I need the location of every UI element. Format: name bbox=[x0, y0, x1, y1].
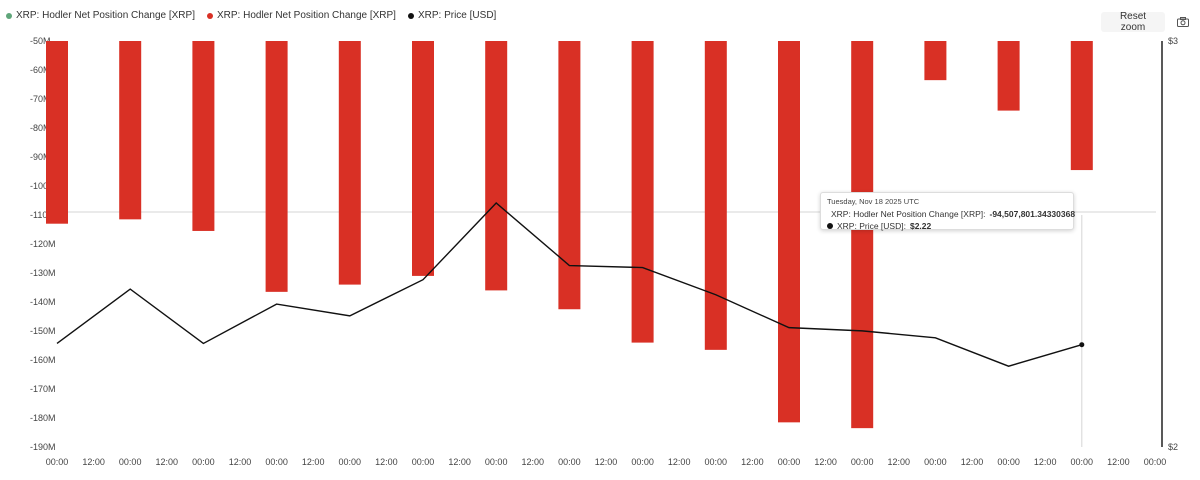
x-tick-label: 00:00 bbox=[558, 457, 581, 467]
x-tick-label: 12:00 bbox=[1107, 457, 1130, 467]
reset-zoom-button[interactable]: Reset zoom bbox=[1101, 11, 1165, 33]
bar bbox=[997, 41, 1020, 111]
bar bbox=[338, 41, 361, 285]
y-right-tick-label: $3 bbox=[1168, 36, 1178, 46]
y-tick-label: -170M bbox=[30, 384, 56, 394]
x-tick-label: 00:00 bbox=[1144, 457, 1167, 467]
x-tick-label: 12:00 bbox=[375, 457, 398, 467]
bar bbox=[119, 41, 142, 220]
price-point-marker bbox=[1079, 342, 1085, 348]
x-tick-label: 12:00 bbox=[302, 457, 325, 467]
x-tick-label: 00:00 bbox=[997, 457, 1020, 467]
x-tick-label: 12:00 bbox=[741, 457, 764, 467]
x-tick-label: 00:00 bbox=[1071, 457, 1094, 467]
x-tick-label: 00:00 bbox=[119, 457, 142, 467]
y-tick-label: -120M bbox=[30, 239, 56, 249]
legend-item-price[interactable]: XRP: Price [USD] bbox=[407, 10, 497, 21]
legend: XRP: Hodler Net Position Change [XRP] XR… bbox=[6, 10, 496, 21]
bar bbox=[485, 41, 508, 291]
y-tick-label: -180M bbox=[30, 413, 56, 423]
legend-label: XRP: Hodler Net Position Change [XRP] bbox=[16, 10, 195, 21]
y-right-tick-label: $2 bbox=[1168, 442, 1178, 452]
legend-item-hodler-red[interactable]: XRP: Hodler Net Position Change [XRP] bbox=[206, 10, 396, 21]
x-tick-label: 00:00 bbox=[412, 457, 435, 467]
x-tick-label: 00:00 bbox=[46, 457, 69, 467]
y-tick-label: -50M bbox=[30, 36, 51, 46]
x-tick-label: 00:00 bbox=[339, 457, 362, 467]
bar bbox=[851, 41, 874, 429]
y-tick-label: -70M bbox=[30, 94, 51, 104]
y-tick-label: -110M bbox=[30, 210, 55, 220]
bar bbox=[1070, 41, 1093, 171]
legend-marker bbox=[206, 12, 213, 19]
x-tick-label: 12:00 bbox=[522, 457, 545, 467]
price-line bbox=[56, 202, 1082, 367]
x-tick-label: 12:00 bbox=[82, 457, 105, 467]
legend-marker bbox=[407, 12, 414, 19]
legend-label: XRP: Price [USD] bbox=[417, 10, 497, 21]
bar bbox=[924, 41, 947, 81]
x-tick-label: 12:00 bbox=[668, 457, 691, 467]
y-tick-label: -80M bbox=[30, 123, 51, 133]
y-tick-label: -100M bbox=[30, 181, 56, 191]
x-tick-label: 12:00 bbox=[1034, 457, 1057, 467]
camera-icon-glyph bbox=[1177, 17, 1189, 27]
tooltip-row-price: XRP: Price [USD]: $2.22 bbox=[827, 221, 1067, 231]
x-tick-label: 12:00 bbox=[961, 457, 984, 467]
tooltip-marker bbox=[827, 223, 833, 229]
tooltip-value: $2.22 bbox=[909, 221, 932, 231]
y-tick-label: -60M bbox=[30, 65, 51, 75]
x-tick-label: 12:00 bbox=[595, 457, 618, 467]
y-tick-label: -150M bbox=[30, 326, 56, 336]
x-tick-label: 00:00 bbox=[631, 457, 654, 467]
camera-icon[interactable] bbox=[1175, 14, 1191, 30]
bar bbox=[778, 41, 800, 423]
legend-marker bbox=[6, 12, 12, 19]
x-tick-label: 00:00 bbox=[851, 457, 874, 467]
tooltip-label: XRP: Hodler Net Position Change [XRP]: bbox=[831, 209, 986, 219]
tooltip: Tuesday, Nov 18 2025 UTC XRP: Hodler Net… bbox=[820, 192, 1075, 231]
tooltip-value: -94,507,801.34330368 bbox=[989, 209, 1076, 219]
x-tick-label: 00:00 bbox=[265, 457, 288, 467]
bar bbox=[46, 41, 68, 224]
bar bbox=[265, 41, 288, 292]
x-tick-label: 12:00 bbox=[888, 457, 911, 467]
y-tick-label: -190M bbox=[30, 442, 56, 452]
legend-item-hodler-green[interactable]: XRP: Hodler Net Position Change [XRP] bbox=[6, 10, 195, 21]
x-tick-label: 12:00 bbox=[814, 457, 837, 467]
x-tick-label: 12:00 bbox=[229, 457, 252, 467]
x-tick-label: 12:00 bbox=[448, 457, 471, 467]
legend-label: XRP: Hodler Net Position Change [XRP] bbox=[216, 10, 396, 21]
y-tick-label: -90M bbox=[30, 152, 51, 162]
x-tick-label: 00:00 bbox=[924, 457, 947, 467]
x-tick-label: 00:00 bbox=[192, 457, 215, 467]
y-tick-label: -130M bbox=[30, 268, 56, 278]
bar bbox=[558, 41, 581, 310]
bar bbox=[412, 41, 434, 276]
y-tick-label: -160M bbox=[30, 355, 56, 365]
bar bbox=[192, 41, 215, 231]
x-tick-label: 00:00 bbox=[485, 457, 508, 467]
bar bbox=[631, 41, 654, 343]
tooltip-label: XRP: Price [USD]: bbox=[837, 221, 906, 231]
x-tick-label: 00:00 bbox=[778, 457, 801, 467]
tooltip-title: Tuesday, Nov 18 2025 UTC bbox=[827, 197, 920, 206]
y-tick-label: -140M bbox=[30, 297, 56, 307]
x-tick-label: 00:00 bbox=[705, 457, 728, 467]
bar bbox=[704, 41, 727, 350]
tooltip-row-hodler: XRP: Hodler Net Position Change [XRP]: -… bbox=[827, 209, 1075, 219]
x-tick-label: 12:00 bbox=[156, 457, 179, 467]
